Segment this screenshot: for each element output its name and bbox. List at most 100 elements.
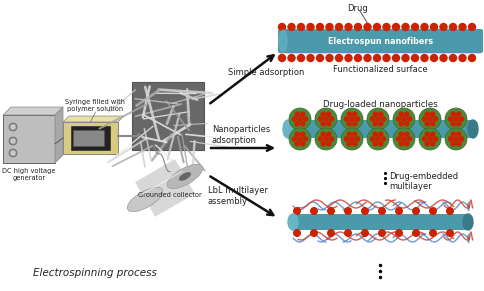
Circle shape	[394, 207, 402, 215]
Circle shape	[410, 23, 418, 31]
Circle shape	[426, 116, 432, 122]
Circle shape	[452, 136, 458, 142]
Circle shape	[287, 54, 295, 62]
Circle shape	[429, 111, 435, 117]
Circle shape	[426, 136, 432, 142]
Circle shape	[439, 54, 447, 62]
Circle shape	[360, 207, 368, 215]
Circle shape	[372, 141, 377, 147]
Circle shape	[375, 136, 380, 142]
Ellipse shape	[167, 164, 202, 189]
Circle shape	[288, 108, 310, 130]
Circle shape	[296, 23, 304, 31]
Circle shape	[457, 23, 466, 31]
Circle shape	[447, 136, 453, 142]
Text: Simple adsorption: Simple adsorption	[227, 68, 304, 77]
Circle shape	[445, 229, 453, 237]
Circle shape	[296, 54, 304, 62]
Circle shape	[403, 121, 408, 127]
Circle shape	[424, 132, 429, 137]
Circle shape	[328, 136, 333, 142]
Circle shape	[377, 141, 383, 147]
Circle shape	[429, 132, 435, 137]
Text: Grounded collector: Grounded collector	[138, 193, 201, 198]
Circle shape	[400, 54, 409, 62]
Circle shape	[294, 132, 300, 137]
Circle shape	[377, 207, 385, 215]
Circle shape	[320, 121, 325, 127]
Circle shape	[297, 136, 302, 142]
Circle shape	[294, 121, 300, 127]
Circle shape	[302, 136, 308, 142]
Circle shape	[450, 132, 455, 137]
Circle shape	[9, 137, 17, 145]
Circle shape	[325, 23, 333, 31]
Circle shape	[334, 54, 343, 62]
Circle shape	[424, 141, 429, 147]
Bar	[132, 82, 204, 150]
Polygon shape	[3, 107, 63, 115]
Circle shape	[297, 116, 302, 122]
Circle shape	[320, 141, 325, 147]
Bar	[292, 214, 467, 230]
Text: DC high voltage
generator: DC high voltage generator	[2, 168, 56, 181]
Circle shape	[351, 121, 357, 127]
Circle shape	[392, 128, 414, 150]
Bar	[73, 130, 104, 146]
Circle shape	[360, 229, 368, 237]
Circle shape	[432, 116, 438, 122]
Circle shape	[450, 141, 455, 147]
Circle shape	[291, 136, 297, 142]
Circle shape	[299, 132, 305, 137]
Circle shape	[346, 141, 351, 147]
Circle shape	[351, 132, 357, 137]
Circle shape	[458, 116, 463, 122]
Circle shape	[320, 132, 325, 137]
Text: LbL multilayer
assembly: LbL multilayer assembly	[208, 186, 268, 206]
Circle shape	[444, 108, 466, 130]
Circle shape	[457, 54, 466, 62]
Circle shape	[406, 116, 411, 122]
Polygon shape	[135, 159, 195, 217]
Circle shape	[306, 54, 314, 62]
Circle shape	[391, 23, 399, 31]
Circle shape	[452, 116, 458, 122]
Circle shape	[277, 23, 286, 31]
Circle shape	[410, 54, 418, 62]
FancyBboxPatch shape	[277, 29, 482, 53]
Circle shape	[429, 121, 435, 127]
Circle shape	[353, 54, 362, 62]
Circle shape	[294, 141, 300, 147]
Circle shape	[309, 207, 318, 215]
Circle shape	[372, 23, 380, 31]
Circle shape	[326, 229, 334, 237]
Circle shape	[372, 121, 377, 127]
Polygon shape	[55, 107, 63, 163]
Ellipse shape	[462, 214, 472, 230]
Circle shape	[400, 136, 406, 142]
FancyBboxPatch shape	[3, 115, 55, 163]
Circle shape	[292, 229, 301, 237]
Circle shape	[448, 23, 456, 31]
Circle shape	[455, 141, 461, 147]
Circle shape	[291, 116, 297, 122]
Circle shape	[411, 207, 419, 215]
Circle shape	[343, 136, 348, 142]
Circle shape	[398, 111, 403, 117]
Circle shape	[363, 54, 371, 62]
Circle shape	[309, 229, 318, 237]
Circle shape	[325, 132, 331, 137]
Circle shape	[398, 141, 403, 147]
Circle shape	[450, 121, 455, 127]
Bar	[63, 122, 118, 154]
Circle shape	[326, 207, 334, 215]
Circle shape	[403, 141, 408, 147]
Circle shape	[343, 229, 351, 237]
Circle shape	[391, 54, 399, 62]
Circle shape	[467, 23, 475, 31]
Circle shape	[455, 111, 461, 117]
Ellipse shape	[127, 187, 163, 212]
Text: Electrospinning process: Electrospinning process	[33, 268, 157, 278]
Text: Drug-embedded
multilayer: Drug-embedded multilayer	[389, 172, 458, 191]
Polygon shape	[63, 116, 124, 122]
